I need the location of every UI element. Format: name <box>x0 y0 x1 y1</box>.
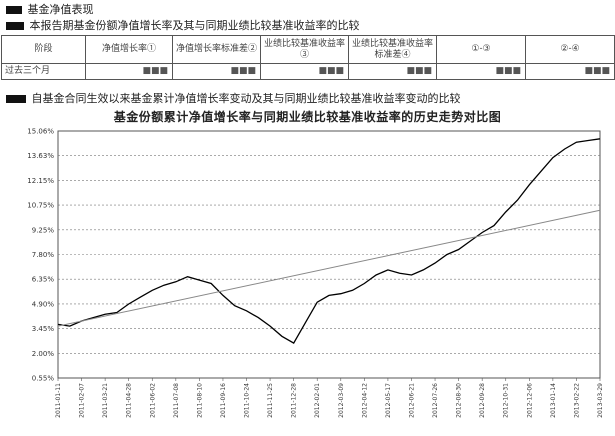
y-tick-label: 13.63% <box>27 152 54 160</box>
x-tick-label: 2012-09-28 <box>479 383 486 418</box>
table-caption: 本报告期基金份额净值增长率及其与同期业绩比较基准收益率的比较 <box>6 19 360 32</box>
y-tick-label: 9.25% <box>32 226 55 234</box>
x-tick-label: 2011-11-25 <box>267 383 274 418</box>
x-tick-label: 2011-06-02 <box>149 383 156 418</box>
section-heading-text: 基金净值表现 <box>27 3 94 16</box>
header-period: 阶段 <box>1 35 86 64</box>
table-caption-text: 本报告期基金份额净值增长率及其与同期业绩比较基准收益率的比较 <box>29 19 360 32</box>
cell-benchmark-std: ■■■ <box>348 63 437 80</box>
header-benchmark-return: 业绩比较基准收益率③ <box>260 35 349 64</box>
x-tick-label: 2011-10-24 <box>244 383 251 418</box>
y-tick-label: 2.00% <box>32 350 55 358</box>
chart-caption-mark <box>6 95 26 103</box>
x-tick-label: 2012-08-30 <box>456 383 463 418</box>
x-tick-label: 2011-08-10 <box>196 383 203 418</box>
table-header-row: 阶段 净值增长率① 净值增长率标准差② 业绩比较基准收益率③ 业绩比较基准收益率… <box>1 35 615 64</box>
x-tick-label: 2012-10-31 <box>503 383 510 418</box>
y-tick-label: 4.90% <box>32 300 55 308</box>
y-tick-label: 0.55% <box>32 375 55 383</box>
x-tick-label: 2012-06-21 <box>408 383 415 418</box>
chart-caption-text: 自基金合同生效以来基金累计净值增长率变动及其与同期业绩比较基准收益率变动的比较 <box>31 92 461 105</box>
x-tick-label: 2012-12-06 <box>526 383 533 418</box>
x-tick-label: 2013-02-22 <box>573 383 580 418</box>
header-nav-growth: 净值增长率① <box>85 35 173 64</box>
x-tick-label: 2011-12-28 <box>291 383 298 418</box>
x-tick-label: 2012-02-01 <box>314 383 321 418</box>
x-tick-label: 2013-01-14 <box>550 383 557 418</box>
chart-title: 基金份额累计净值增长率与同期业绩比较基准收益率的历史走势对比图 <box>113 110 502 124</box>
y-tick-label: 3.45% <box>32 325 55 333</box>
y-tick-label: 7.80% <box>32 251 55 259</box>
cell-diff-2-4: ■■■ <box>525 63 615 80</box>
heading-mark <box>6 6 22 14</box>
header-benchmark-std: 业绩比较基准收益率标准差④ <box>348 35 437 64</box>
y-tick-label: 10.75% <box>27 202 54 210</box>
x-tick-label: 2011-04-28 <box>126 383 133 418</box>
x-tick-label: 2012-05-17 <box>385 383 392 418</box>
x-tick-label: 2011-09-16 <box>220 383 227 418</box>
y-tick-label: 6.35% <box>32 276 55 284</box>
performance-table: 阶段 净值增长率① 净值增长率标准差② 业绩比较基准收益率③ 业绩比较基准收益率… <box>1 35 615 80</box>
x-tick-label: 2012-03-09 <box>338 383 345 418</box>
caption-mark <box>6 22 24 30</box>
x-tick-label: 2011-02-07 <box>79 383 86 418</box>
table-row: 过去三个月 ■■■ ■■■ ■■■ ■■■ ■■■ ■■■ <box>1 63 615 80</box>
section-heading: 基金净值表现 <box>6 3 94 16</box>
x-tick-label: 2012-04-12 <box>361 383 368 418</box>
benchmark-line <box>57 209 601 327</box>
x-tick-label: 2011-07-08 <box>173 383 180 418</box>
x-tick-label: 2013-03-29 <box>597 383 604 418</box>
x-tick-label: 2011-01-11 <box>55 383 62 418</box>
x-tick-label: 2012-07-26 <box>432 383 439 418</box>
y-tick-label: 12.15% <box>27 177 54 185</box>
y-tick-label: 15.06% <box>27 128 54 136</box>
chart-caption: 自基金合同生效以来基金累计净值增长率变动及其与同期业绩比较基准收益率变动的比较 <box>6 92 461 105</box>
fund-nav-line <box>57 138 601 344</box>
x-tick-label: 2011-03-21 <box>102 383 109 418</box>
